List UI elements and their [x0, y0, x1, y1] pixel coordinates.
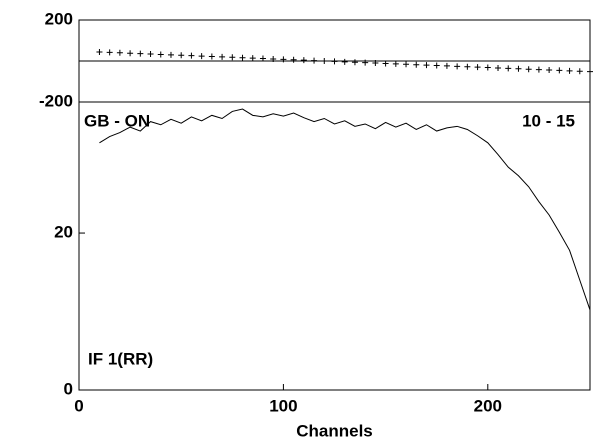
amplitude-line	[99, 108, 591, 311]
x-axis-label: Channels	[296, 421, 373, 440]
plus-marker	[525, 66, 532, 73]
plus-marker	[127, 50, 134, 57]
plus-marker	[495, 64, 502, 71]
plus-marker	[576, 68, 583, 75]
plus-marker	[382, 60, 389, 67]
plus-marker	[259, 55, 266, 62]
y-tick-label: -200	[39, 91, 73, 110]
plus-marker	[443, 62, 450, 69]
plus-marker	[96, 48, 103, 55]
plus-marker	[556, 67, 563, 74]
plus-marker	[372, 60, 379, 67]
plus-marker	[157, 51, 164, 58]
plus-marker	[270, 55, 277, 62]
plus-marker	[280, 56, 287, 63]
y-tick-label: 200	[45, 9, 73, 28]
plus-marker	[362, 59, 369, 66]
plus-marker	[300, 57, 307, 64]
plus-marker	[249, 55, 256, 62]
plus-marker	[505, 65, 512, 72]
plus-marker	[321, 58, 328, 64]
plus-marker	[341, 58, 348, 65]
x-tick-label: 0	[74, 396, 83, 415]
plus-marker	[484, 64, 491, 71]
annotation: GB - ON	[84, 111, 150, 130]
plus-marker	[147, 51, 154, 58]
plus-marker	[106, 49, 113, 56]
y-tick-label: 0	[64, 379, 73, 398]
bottom-frame	[78, 101, 591, 391]
plus-marker	[311, 57, 318, 64]
plus-marker	[566, 67, 573, 74]
plus-marker	[219, 53, 226, 60]
plus-marker	[546, 67, 553, 74]
annotation: 10 - 15	[522, 111, 575, 130]
plus-marker	[535, 66, 542, 73]
plus-marker	[331, 58, 338, 65]
plus-marker	[454, 63, 461, 70]
plus-marker	[229, 54, 236, 61]
plus-marker	[587, 68, 593, 75]
plus-marker	[167, 51, 174, 58]
x-tick-label: 200	[474, 396, 502, 415]
plus-marker	[208, 53, 215, 60]
plus-marker	[198, 53, 205, 60]
x-tick-label: 100	[269, 396, 297, 415]
plus-marker	[464, 63, 471, 70]
plus-marker	[290, 56, 297, 63]
plus-marker	[433, 62, 440, 69]
plus-marker	[413, 61, 420, 68]
plus-marker	[392, 60, 399, 67]
plus-marker	[239, 54, 246, 61]
plus-marker	[116, 49, 123, 56]
plus-marker	[137, 50, 144, 57]
plus-marker	[423, 62, 430, 69]
y-tick-label: 20	[54, 223, 73, 242]
plus-marker	[515, 65, 522, 72]
plus-marker	[403, 61, 410, 68]
plus-marker	[351, 59, 358, 66]
plus-marker	[188, 52, 195, 59]
annotation: IF 1(RR)	[88, 349, 153, 368]
plus-marker	[474, 64, 481, 71]
plus-marker	[178, 52, 185, 59]
